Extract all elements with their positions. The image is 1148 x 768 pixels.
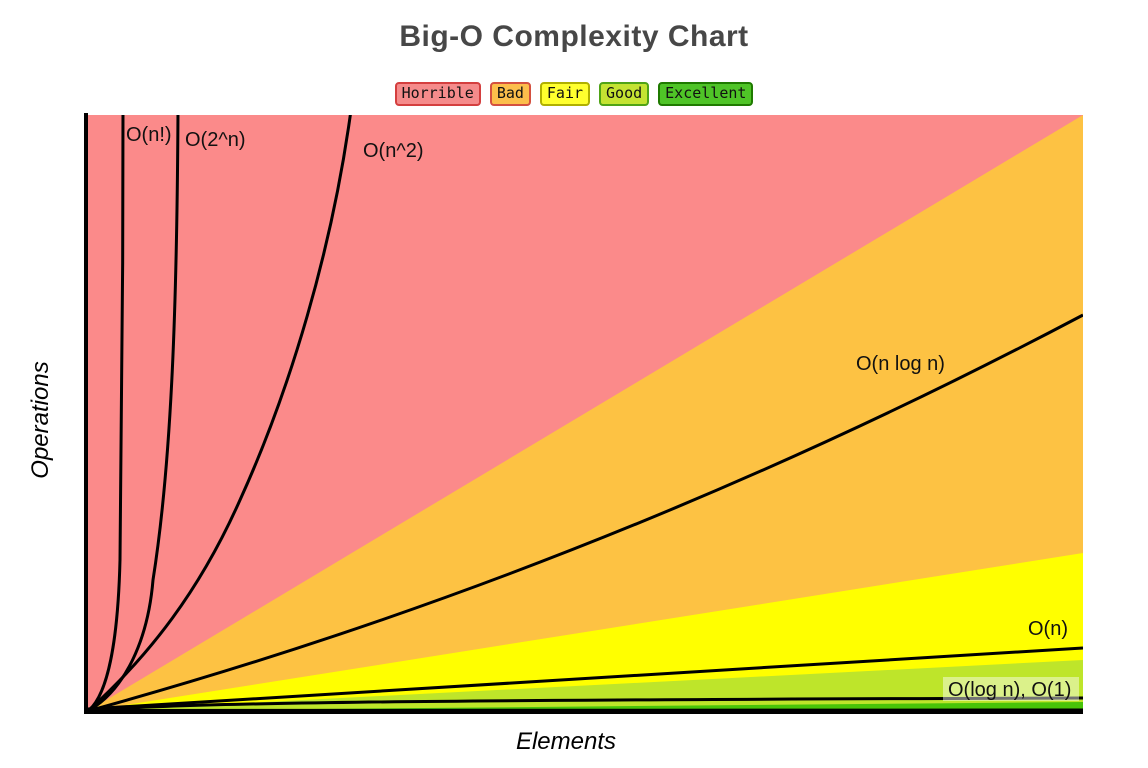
page-title: Big-O Complexity Chart: [399, 20, 749, 53]
label-o-log-n-o-1: O(log n), O(1): [948, 679, 1071, 701]
label-o-n-factorial: O(n!): [126, 124, 172, 146]
label-o-2-pow-n: O(2^n): [185, 129, 246, 151]
legend: Horrible Bad Fair Good Excellent: [0, 82, 1148, 106]
x-axis-title: Elements: [516, 728, 616, 755]
y-axis-line: [84, 113, 88, 714]
legend-badge-fair: Fair: [539, 82, 591, 106]
region-bad: [88, 115, 1083, 711]
legend-badge-excellent: Excellent: [658, 82, 754, 106]
label-o-n-log-n: O(n log n): [856, 353, 945, 375]
legend-badge-horrible: Horrible: [394, 82, 481, 106]
curve-o-n: [88, 646, 1083, 711]
curve-o-log-n: [88, 696, 1083, 711]
curve-o-n-factorial: [88, 115, 125, 711]
x-axis-line: [84, 709, 1083, 714]
curve-o-n-squared: [88, 115, 352, 711]
region-fair: [88, 553, 1083, 711]
curve-o-n-log-n: [88, 313, 1083, 711]
curve-o-2-pow-n: [88, 115, 180, 711]
y-axis-title: Operations: [27, 361, 54, 478]
label-o-n-squared: O(n^2): [363, 140, 424, 162]
label-o-log-n-background: [943, 677, 1079, 701]
legend-badge-good: Good: [599, 82, 650, 106]
label-o-n: O(n): [1028, 618, 1068, 640]
legend-badge-bad: Bad: [489, 82, 531, 106]
